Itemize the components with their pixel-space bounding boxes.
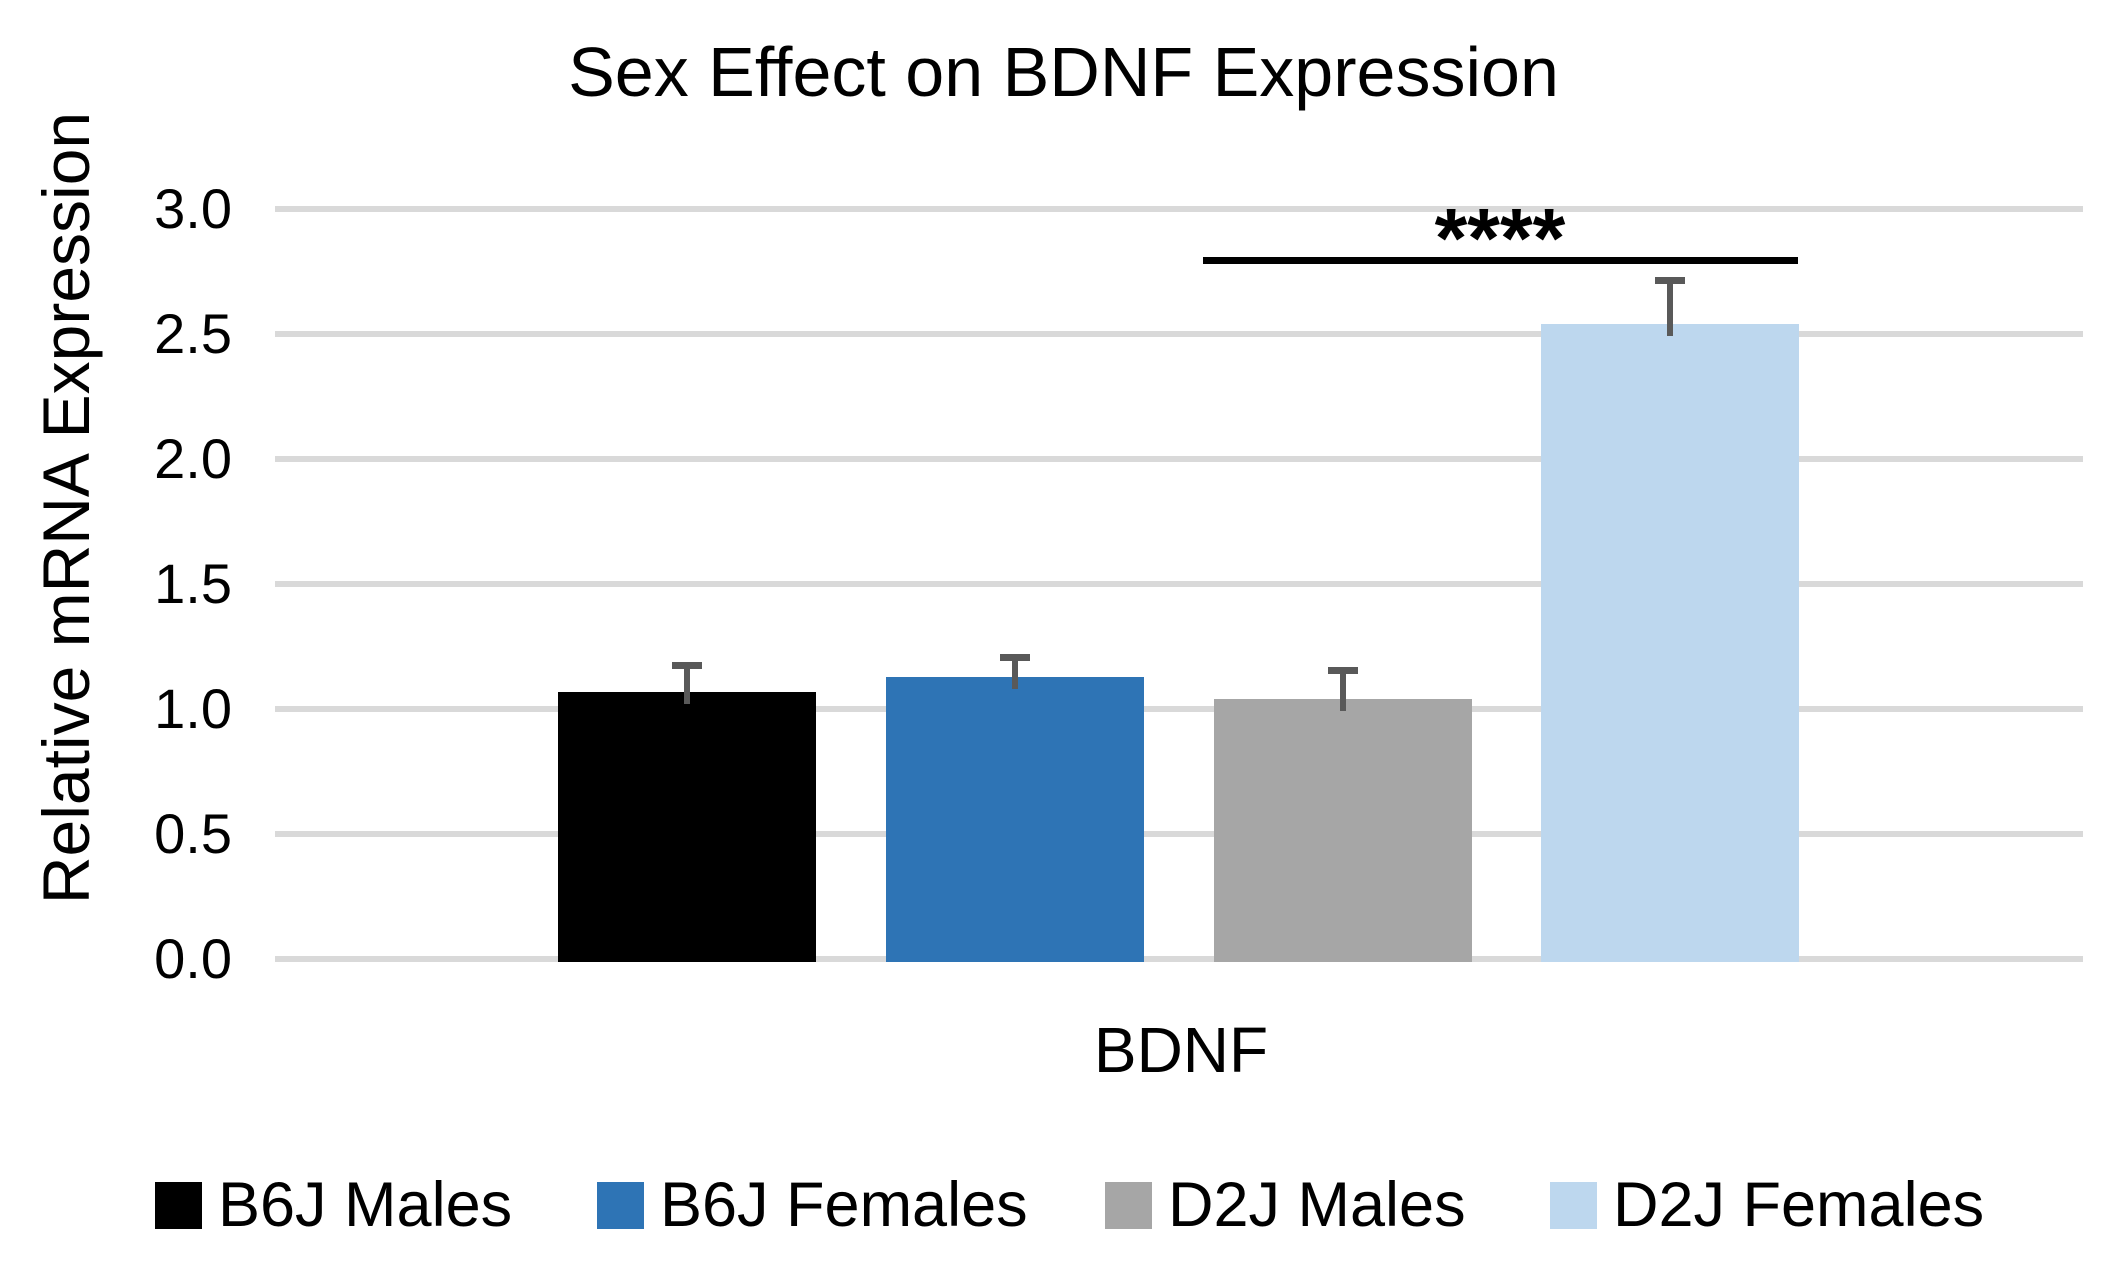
error-bar-cap [1000, 654, 1030, 661]
gridline [275, 706, 2083, 712]
legend-item-b6j-females: B6J Females [597, 1174, 1028, 1237]
error-bar-whisker [1012, 657, 1018, 689]
legend-label: B6J Males [218, 1170, 513, 1240]
legend-item-d2j-males: D2J Males [1105, 1174, 1466, 1237]
error-bar-whisker [1667, 279, 1673, 336]
error-bar-whisker [684, 664, 690, 704]
gridline [275, 831, 2083, 837]
legend-label: D2J Females [1613, 1170, 1985, 1240]
y-tick-label: 1.0 [154, 677, 232, 740]
bar-d2j-females [1541, 324, 1799, 962]
legend-item-d2j-females: D2J Females [1550, 1174, 1984, 1237]
y-tick-label: 2.0 [154, 427, 232, 490]
legend-swatch [1105, 1182, 1152, 1229]
error-bar-whisker [1340, 669, 1346, 711]
x-axis-category-label: BDNF [1093, 1014, 1269, 1086]
y-tick-label: 3.0 [154, 177, 232, 240]
y-tick-label: 0.0 [154, 927, 232, 990]
significance-line [1203, 257, 1798, 264]
gridline [275, 956, 2083, 962]
gridline [275, 456, 2083, 462]
legend-swatch [1550, 1182, 1597, 1229]
legend: B6J Males B6J Females D2J Males D2J Females [0, 1150, 2127, 1265]
y-tick-label: 2.5 [154, 302, 232, 365]
gridline [275, 206, 2083, 212]
legend-label: B6J Females [660, 1170, 1028, 1240]
legend-label: D2J Males [1168, 1170, 1466, 1240]
legend-item-b6j-males: B6J Males [155, 1174, 512, 1237]
y-tick-label: 1.5 [154, 552, 232, 615]
y-tick-label: 0.5 [154, 802, 232, 865]
bar-b6j-females [886, 676, 1144, 962]
error-bar-cap [672, 661, 702, 669]
significance-asterisks: **** [1434, 191, 1566, 285]
chart-title: Sex Effect on BDNF Expression [568, 33, 1559, 111]
gridline [275, 581, 2083, 587]
bar-d2j-males [1214, 699, 1472, 962]
bar-b6j-males [558, 691, 816, 962]
legend-swatch [155, 1182, 202, 1229]
legend-swatch [597, 1182, 644, 1229]
error-bar-cap [1655, 276, 1685, 284]
gridline [275, 331, 2083, 337]
error-bar-cap [1328, 666, 1358, 674]
